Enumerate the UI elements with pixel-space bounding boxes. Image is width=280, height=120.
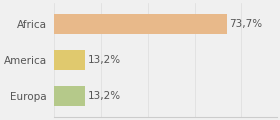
Text: 73,7%: 73,7% (229, 18, 262, 29)
Bar (54, 86, 85, 106)
Text: 13,2%: 13,2% (87, 55, 121, 65)
Bar (54, 14, 227, 34)
Bar (54, 50, 85, 70)
Text: 13,2%: 13,2% (87, 91, 121, 102)
